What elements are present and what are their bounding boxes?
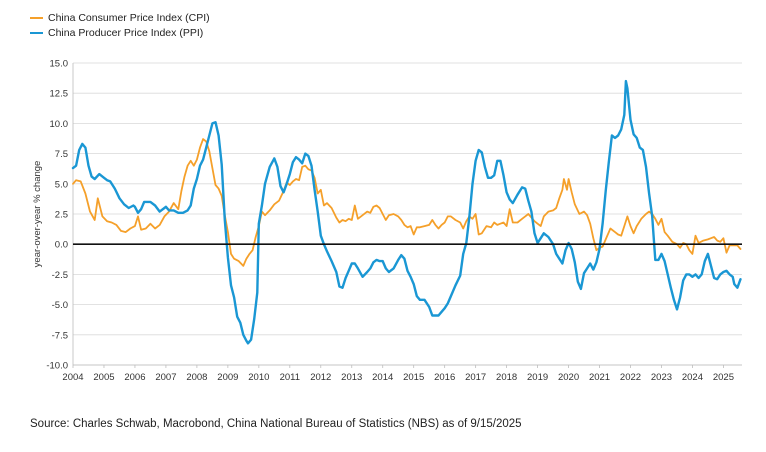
x-tick-label: 2004 xyxy=(62,372,83,383)
x-tick-label: 2010 xyxy=(248,372,269,383)
x-tick-label: 2005 xyxy=(93,372,114,383)
cpi-line xyxy=(72,138,742,267)
y-tick-label: 7.5 xyxy=(55,149,68,160)
x-tick-label: 2009 xyxy=(217,372,238,383)
legend-label-ppi: China Producer Price Index (PPI) xyxy=(48,26,204,39)
x-tick-label: 2020 xyxy=(558,372,579,383)
x-tick-label: 2013 xyxy=(341,372,362,383)
legend-swatch-cpi xyxy=(30,16,43,19)
x-tick-label: 2007 xyxy=(155,372,176,383)
y-tick-label: -7.5 xyxy=(52,330,68,341)
legend-item-cpi: China Consumer Price Index (CPI) xyxy=(30,10,210,25)
plot-area: 15.0 12.5 10.0 7.5 5.0 2.5 0.0 -2.5 -5.0 -7.5 -10.… xyxy=(32,59,742,383)
legend: China Consumer Price Index (CPI) China P… xyxy=(30,10,210,40)
x-tick-label: 2019 xyxy=(527,372,548,383)
x-tick-label: 2024 xyxy=(682,372,703,383)
x-tick-label: 2006 xyxy=(124,372,145,383)
y-tick-label: 12.5 xyxy=(50,89,69,100)
legend-item-ppi: China Producer Price Index (PPI) xyxy=(30,25,210,40)
y-tick-label: 10.0 xyxy=(50,119,69,130)
ppi-line xyxy=(71,79,742,345)
y-tick-label: 2.5 xyxy=(55,210,68,221)
y-tick-label: -10.0 xyxy=(46,361,68,372)
x-tick-label: 2023 xyxy=(651,372,672,383)
x-tick-label: 2008 xyxy=(186,372,207,383)
source-note: Source: Charles Schwab, Macrobond, China… xyxy=(30,418,522,430)
y-tick-label: -2.5 xyxy=(52,270,68,281)
legend-label-cpi: China Consumer Price Index (CPI) xyxy=(48,11,210,24)
y-tick-label: -5.0 xyxy=(52,300,68,311)
x-tick-label: 2011 xyxy=(280,372,300,383)
x-tick-label: 2025 xyxy=(713,372,734,383)
x-tick-label: 2017 xyxy=(465,372,486,383)
y-tick-label: 0.0 xyxy=(55,240,68,251)
x-tick-label: 2016 xyxy=(434,372,455,383)
x-tick-label: 2014 xyxy=(372,372,393,383)
x-tick-label: 2015 xyxy=(403,372,424,383)
x-tick-label: 2012 xyxy=(310,372,331,383)
legend-swatch-ppi xyxy=(30,31,43,34)
y-axis-label: year-over-year % change xyxy=(32,161,43,268)
y-tick-label: 5.0 xyxy=(55,179,68,190)
x-tick-label: 2018 xyxy=(496,372,517,383)
y-tick-label: 15.0 xyxy=(50,59,69,70)
x-tick-label: 2022 xyxy=(620,372,641,383)
x-tick-label: 2021 xyxy=(589,372,610,383)
